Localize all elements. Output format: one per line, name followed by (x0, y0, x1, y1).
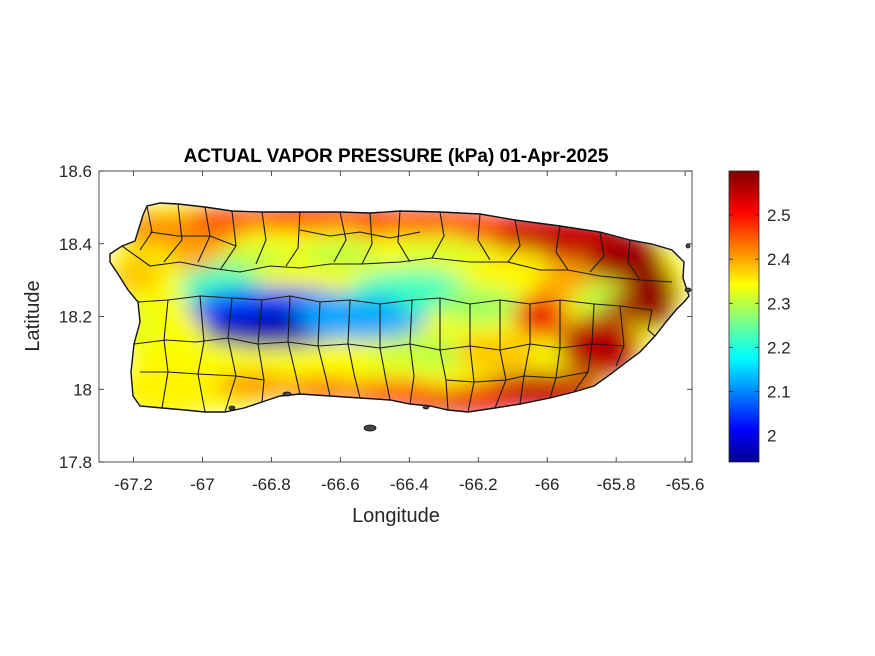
colorbar (728, 170, 760, 463)
municipality-boundary (589, 231, 605, 273)
x-tick-label: -67 (190, 475, 215, 494)
municipality-boundary (361, 257, 673, 283)
x-tick-label: -66 (535, 475, 560, 494)
colorbar-tick-label: 2.2 (767, 338, 791, 357)
municipality-boundary (197, 295, 206, 413)
municipality-boundary (627, 239, 641, 281)
x-axis-ticks: -67.2 -67 -66.8 -66.6 -66.4 -66.2 -66 -65.8 -65.… (114, 171, 704, 494)
x-tick-label: -65.8 (597, 475, 636, 494)
colorbar-tick-label: 2.4 (767, 250, 791, 269)
municipality-boundary (409, 299, 415, 405)
colorbar-tick-label: 2.1 (767, 382, 791, 401)
y-tick-label: 18.4 (59, 235, 92, 254)
islet (685, 243, 691, 249)
municipality-boundary (121, 245, 362, 273)
municipality-boundary (285, 211, 301, 267)
y-axis-ticks: 17.8 18 18.2 18.4 18.6 (59, 162, 692, 472)
municipality-boundary (555, 225, 569, 271)
municipality-boundary (647, 309, 656, 337)
municipality-boundary (467, 304, 475, 413)
municipality-boundary (224, 297, 237, 413)
municipality-boundary (397, 210, 411, 263)
municipality-boundary (255, 211, 267, 265)
field-feature-2 (605, 291, 662, 320)
municipality-boundary (549, 300, 561, 399)
colorbar-tick-label: 2.3 (767, 294, 791, 313)
municipality-boundary (477, 213, 491, 261)
islet (228, 405, 236, 411)
y-axis-label: Latitude (22, 280, 44, 351)
municipality-boundary (163, 203, 183, 263)
municipality-boundary (161, 299, 169, 409)
x-tick-label: -66.4 (390, 475, 429, 494)
municipality-boundary (379, 297, 653, 311)
x-tick-label: -67.2 (114, 475, 153, 494)
field-feature-1 (346, 295, 403, 324)
colorbar-tick-label: 2 (767, 427, 776, 446)
municipality-boundary (507, 219, 521, 263)
x-tick-label: -66.8 (252, 475, 291, 494)
x-tick-label: -66.2 (459, 475, 498, 494)
municipality-boundary (317, 301, 331, 397)
field-feature-0 (250, 309, 307, 338)
islet (422, 404, 430, 410)
islet (363, 424, 377, 432)
municipality-boundary (494, 300, 507, 409)
municipality-boundary (149, 231, 237, 247)
vapor-pressure-field (110, 203, 689, 412)
municipality-boundary (361, 212, 373, 265)
municipality-boundary (257, 299, 265, 403)
municipality-boundary (573, 303, 595, 393)
field-feature-3 (553, 229, 610, 258)
municipality-boundary (287, 295, 301, 395)
municipality-boundary (333, 211, 347, 263)
colorbar-ticks: 2 2.1 2.2 2.3 2.4 2.5 (729, 206, 791, 446)
municipality-boundary (439, 298, 449, 411)
x-axis-label: Longitude (352, 505, 440, 527)
x-tick-label: -65.6 (666, 475, 705, 494)
islets (228, 243, 692, 432)
islet (282, 391, 292, 397)
y-tick-label: 18.2 (59, 308, 92, 327)
municipality-boundary (140, 371, 265, 381)
x-tick-label: -66.6 (321, 475, 360, 494)
y-tick-label: 17.8 (59, 453, 92, 472)
municipality-boundary (519, 304, 531, 405)
y-tick-label: 18.6 (59, 162, 92, 181)
y-tick-label: 18 (73, 380, 92, 399)
field-feature-5 (346, 207, 403, 236)
municipality-boundary (299, 229, 421, 239)
field-feature-4 (450, 382, 507, 411)
municipality-boundary (615, 305, 625, 367)
field-feature-8 (364, 346, 421, 375)
island-outline (109, 202, 690, 413)
municipality-boundary (445, 371, 589, 383)
field-feature-6 (157, 367, 214, 396)
chart-title: ACTUAL VAPOR PRESSURE (kPa) 01-Apr-2025 (184, 146, 609, 167)
municipality-boundary (347, 299, 361, 399)
islet (684, 287, 692, 293)
municipality-boundary (379, 304, 391, 401)
municipality-boundary (431, 211, 445, 259)
colorbar-tick-label: 2.5 (767, 206, 791, 225)
municipality-boundaries (121, 203, 673, 413)
